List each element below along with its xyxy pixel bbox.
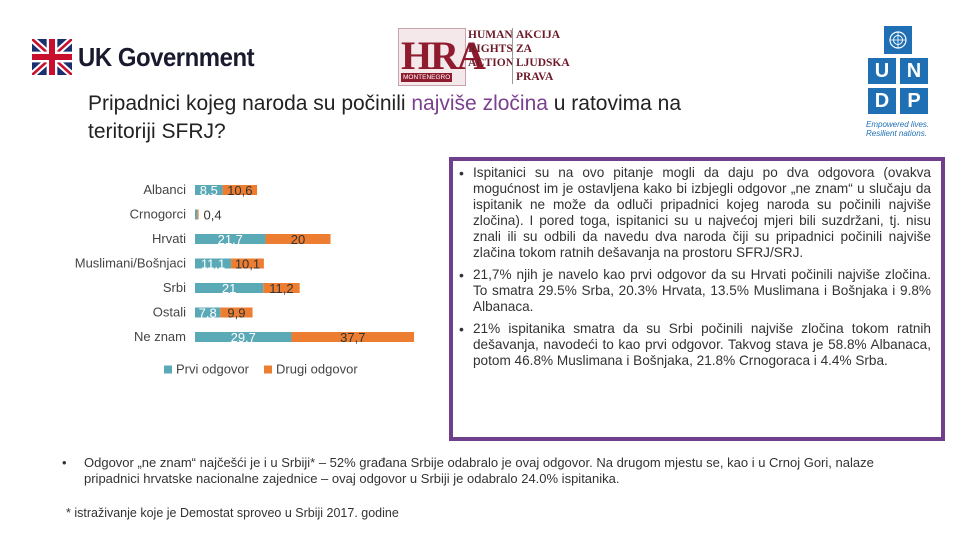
category-label: Crnogorci bbox=[130, 207, 186, 222]
info-bullet: • 21,7% njih je navelo kao prvi odgovor … bbox=[459, 267, 931, 314]
data-label-drugi: 37,7 bbox=[340, 330, 365, 345]
data-label-prvi: 11,1 bbox=[201, 257, 225, 272]
category-label: Muslimani/Bošnjaci bbox=[75, 256, 186, 271]
hra-mark: HRA MONTENEGRO bbox=[398, 28, 486, 86]
data-label-drugi: 20 bbox=[291, 232, 305, 247]
undp-letter-d: D bbox=[868, 88, 896, 114]
category-label: Ostali bbox=[153, 305, 186, 320]
data-label-drugi: 11,2 bbox=[269, 281, 293, 296]
title-highlight: najviše zločina bbox=[411, 92, 548, 115]
bar-prvi-odgovor bbox=[195, 307, 221, 318]
bar-prvi-odgovor bbox=[195, 332, 292, 342]
legend-swatch-prvi bbox=[164, 365, 172, 374]
bar-prvi-odgovor bbox=[195, 234, 266, 244]
bar-drugi-odgovor bbox=[222, 185, 258, 195]
un-emblem-icon bbox=[884, 26, 912, 54]
bar-drugi-odgovor bbox=[197, 209, 199, 220]
info-bullet: • Ispitanici su na ovo pitanje mogli da … bbox=[459, 165, 931, 260]
hra-letters: HRA bbox=[401, 33, 486, 78]
legend-swatch-drugi bbox=[264, 365, 272, 374]
bottom-note: • Odgovor „ne znam“ najčešći je i u Srbi… bbox=[62, 455, 874, 486]
bar-prvi-odgovor bbox=[195, 258, 232, 269]
hra-english-words: HUMAN RIGHTS ACTION bbox=[468, 29, 515, 69]
hra-local-words: AKCIJA ZA LJUDSKA PRAVA bbox=[512, 28, 570, 84]
hra-sub: MONTENEGRO bbox=[401, 73, 453, 82]
data-label-drugi: 9,9 bbox=[227, 306, 245, 321]
undp-logo: U N D P Empowered lives. Resilient natio… bbox=[866, 26, 938, 138]
stacked-bar-chart: Albanci 8,5 10,6 Crnogorci 0,4 Hrvati 21,7 20 Mu… bbox=[75, 182, 415, 377]
undp-letter-u: U bbox=[868, 58, 896, 84]
undp-letter-n: N bbox=[900, 58, 928, 84]
bar-drugi-odgovor bbox=[220, 307, 253, 318]
data-label-drugi: 0,4 bbox=[204, 208, 222, 223]
data-label-prvi: 21,7 bbox=[218, 232, 243, 247]
data-label-prvi: 8,5 bbox=[200, 183, 218, 198]
data-label-prvi: 21 bbox=[222, 281, 236, 296]
info-box: • Ispitanici su na ovo pitanje mogli da … bbox=[449, 157, 945, 441]
uk-government-logo: UK Government bbox=[32, 39, 269, 75]
footnote: * istraživanje koje je Demostat sproveo … bbox=[66, 506, 399, 520]
legend-label-prvi: Prvi odgovor bbox=[176, 362, 250, 377]
bar-prvi-odgovor bbox=[195, 283, 264, 293]
bar-prvi-odgovor bbox=[195, 209, 198, 220]
bar-drugi-odgovor bbox=[291, 332, 415, 342]
slide-title: Pripadnici kojeg naroda su počinili najv… bbox=[88, 92, 682, 143]
data-label-prvi: 29,7 bbox=[231, 330, 256, 345]
bar-drugi-odgovor bbox=[231, 258, 264, 269]
uk-government-label: UK Government bbox=[78, 41, 255, 72]
hra-logo: HRA MONTENEGRO HUMAN RIGHTS ACTION AKCIJ… bbox=[398, 28, 570, 86]
data-label-prvi: 7,8 bbox=[199, 306, 217, 321]
data-label-drugi: 10,1 bbox=[235, 257, 260, 272]
bar-drugi-odgovor bbox=[265, 234, 331, 244]
info-bullet: • 21% ispitanika smatra da su Srbi počin… bbox=[459, 321, 931, 368]
category-label: Albanci bbox=[143, 182, 186, 197]
category-label: Srbi bbox=[163, 280, 186, 295]
bar-prvi-odgovor bbox=[195, 185, 223, 195]
data-label-drugi: 10,6 bbox=[227, 183, 252, 198]
bar-drugi-odgovor bbox=[263, 283, 300, 293]
legend-label-drugi: Drugi odgovor bbox=[276, 362, 358, 377]
union-jack-icon bbox=[32, 39, 72, 75]
category-label: Ne znam bbox=[134, 329, 186, 344]
category-label: Hrvati bbox=[152, 231, 186, 246]
undp-letter-p: P bbox=[900, 88, 928, 114]
undp-tagline: Empowered lives. Resilient nations. bbox=[866, 120, 930, 138]
